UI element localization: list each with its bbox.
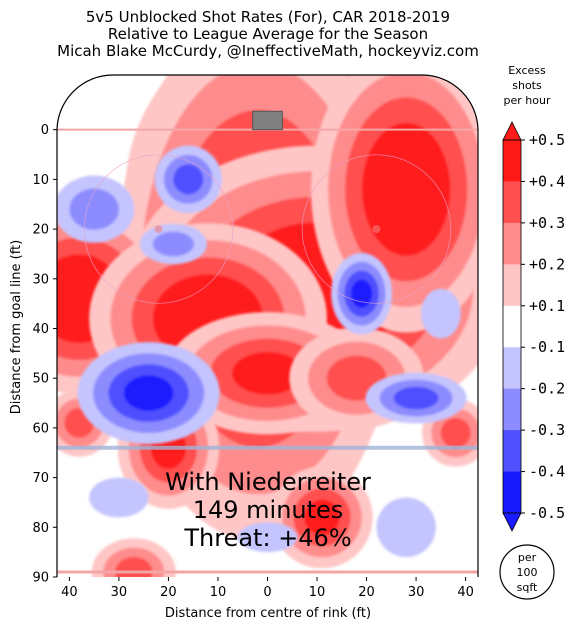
unit-badge: per 100 sqft	[499, 544, 555, 600]
x-tick-label: 0	[263, 585, 271, 600]
colorbar-tick-label: -0.2	[529, 380, 565, 398]
chart-title: 5v5 Unblocked Shot Rates (For), CAR 2018…	[57, 8, 479, 60]
unit-badge-line-3: sqft	[517, 581, 538, 594]
faceoff-dot	[154, 225, 163, 234]
unit-badge-circle	[499, 544, 555, 600]
x-tick-label: 30	[111, 585, 128, 600]
y-tick-label: 80	[32, 521, 49, 536]
unit-badge-line-2: 100	[517, 566, 538, 579]
y-tick-label: 60	[32, 421, 49, 436]
heat-blob	[331, 252, 393, 335]
rink-markings	[57, 110, 478, 574]
y-tick-label: 10	[32, 173, 49, 188]
x-tick-label: 40	[457, 585, 474, 600]
heat-contour	[376, 497, 436, 558]
colorbar-band	[503, 264, 521, 307]
rink-plot	[56, 74, 479, 577]
colorbar-frame	[502, 139, 522, 514]
annotation-player: With Niederreiter	[165, 468, 371, 496]
title-line-1: 5v5 Unblocked Shot Rates (For), CAR 2018…	[86, 8, 450, 26]
colorbar-tick-label: +0.3	[529, 214, 565, 232]
faceoff-circle	[83, 154, 234, 304]
unit-badge-line-1: per	[518, 551, 537, 564]
heat-contour	[362, 122, 451, 256]
colorbar-band	[503, 140, 521, 182]
colorbar-tick-label: -0.5	[529, 504, 565, 522]
y-axis-label: Distance from goal line (ft)	[9, 240, 24, 414]
heat-blob	[376, 497, 436, 558]
heat-blob	[271, 466, 373, 569]
heat-contour	[393, 386, 439, 410]
x-axis-label: Distance from centre of rink (ft)	[165, 606, 371, 621]
heat-contour	[123, 375, 174, 411]
colorbar-band	[503, 388, 521, 431]
colorbar-tick-label: -0.3	[529, 421, 565, 439]
heat-contour	[304, 499, 340, 536]
colorbar-max-arrow	[502, 121, 522, 141]
heat-contour	[232, 351, 303, 395]
colorbar-bands	[502, 121, 522, 532]
colorbar-band	[503, 181, 521, 224]
colorbar-band	[503, 222, 521, 265]
title-line-2: Relative to League Average for the Seaso…	[108, 25, 428, 43]
heat-blob	[89, 477, 149, 518]
heatmap-layer	[57, 75, 478, 577]
colorbar-tick-label: -0.1	[529, 338, 565, 356]
annotation-minutes: 149 minutes	[193, 496, 344, 524]
colorbar-band	[503, 430, 521, 473]
x-axis: 40 30 20 10 0 10 20 30 40	[61, 577, 474, 600]
colorbar: Excess shots per hour +0.5+0.4+0.3+0.2+0…	[502, 64, 565, 532]
colorbar-tick-label: +0.4	[529, 172, 565, 190]
colorbar-tick-label: -0.4	[529, 463, 565, 481]
y-tick-label: 40	[32, 322, 49, 337]
colorbar-tick-label: +0.5	[529, 131, 565, 149]
heat-contour	[440, 417, 471, 448]
colorbar-tick-label: +0.2	[529, 255, 565, 273]
x-tick-label: 40	[61, 585, 78, 600]
heat-blob	[365, 372, 467, 424]
heat-blob	[154, 145, 222, 214]
goal-net	[252, 110, 283, 131]
faceoff-dot	[372, 225, 381, 234]
y-tick-label: 0	[41, 123, 49, 138]
x-tick-label: 10	[309, 585, 326, 600]
y-axis: 0 10 20 30 40 50 60 70 80 90	[32, 123, 57, 586]
y-tick-label: 50	[32, 372, 49, 387]
colorbar-ticks: +0.5 +0.4 +0.3 +0.2 +0.1 -0.1 -0.2 -0.3 -0.4 -0.5	[521, 131, 565, 522]
player-annotation: With Niederreiter 149 minutes Threat: +4…	[165, 468, 371, 552]
colorbar-band	[503, 471, 521, 514]
y-tick-label: 90	[32, 571, 49, 586]
colorbar-band	[503, 305, 521, 348]
title-line-3: Micah Blake McCurdy, @IneffectiveMath, h…	[57, 42, 479, 60]
annotation-threat: Threat: +46%	[183, 524, 351, 552]
colorbar-title-line-1: Excess	[508, 64, 546, 77]
heat-contour	[152, 231, 194, 257]
heat-contour	[351, 279, 373, 308]
heat-contour	[237, 522, 298, 553]
faceoff-circle	[301, 154, 452, 304]
y-tick-label: 70	[32, 471, 49, 486]
x-tick-label: 20	[160, 585, 177, 600]
x-tick-label: 20	[358, 585, 375, 600]
y-tick-label: 30	[32, 272, 49, 287]
colorbar-tick-label: +0.1	[529, 297, 565, 315]
heat-blob	[139, 223, 207, 265]
heat-contour	[421, 288, 461, 339]
rink-outline	[56, 74, 479, 577]
colorbar-min-arrow	[502, 512, 522, 532]
x-tick-label: 30	[408, 585, 425, 600]
colorbar-band	[503, 347, 521, 390]
heat-contour	[89, 477, 149, 518]
heat-contour	[69, 188, 119, 230]
heat-contour	[173, 164, 204, 195]
heat-blob	[77, 342, 220, 445]
y-tick-label: 20	[32, 223, 49, 238]
x-tick-label: 10	[210, 585, 227, 600]
heat-blob	[237, 522, 298, 553]
colorbar-title-line-3: per hour	[504, 94, 551, 107]
colorbar-title-line-2: shots	[512, 79, 542, 92]
heat-blob	[57, 175, 135, 243]
heat-blob	[421, 288, 461, 339]
